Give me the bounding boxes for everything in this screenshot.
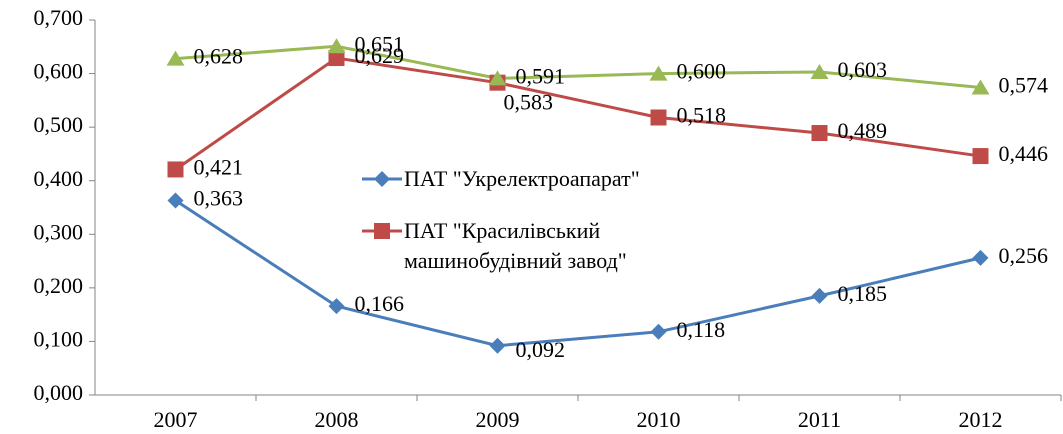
marker [972,148,989,165]
legend: ПАТ "Укрелектроапарат" ПАТ "Красилівський… [360,164,654,298]
x-tick-label: 2008 [315,407,359,432]
series-line [174,199,981,348]
marker [489,337,506,354]
marker [650,109,667,126]
legend-swatch [362,171,402,187]
legend-marker [374,171,390,187]
marker [488,70,507,86]
y-tick-label: 0,500 [34,112,84,137]
data-label: 0,489 [838,118,888,143]
y-tick-label: 0,000 [34,380,84,405]
y-tick-label: 0,400 [34,166,84,191]
legend-item: ПАТ "Красилівський машинобудівний завод" [360,216,654,276]
y-tick-label: 0,600 [34,59,84,84]
x-tick-label: 2010 [637,407,681,432]
marker [649,65,668,81]
marker [167,192,184,209]
data-label: 0,421 [194,155,244,180]
legend-label: ПАТ "Красилівський машинобудівний завод" [404,218,627,273]
marker [972,249,989,266]
marker [328,298,345,315]
marker [811,125,828,142]
legend-marker [374,223,390,239]
marker [650,323,667,340]
data-label: 0,363 [194,186,244,211]
data-label: 0,185 [838,281,888,306]
data-label: 0,166 [355,291,405,316]
marker [167,161,184,178]
marker [327,38,346,54]
x-tick-label: 2009 [476,407,520,432]
y-tick-label: 0,300 [34,219,84,244]
legend-swatch [362,223,402,239]
data-label: 0,603 [838,57,888,82]
y-tick-label: 0,200 [34,273,84,298]
data-label: 0,118 [677,317,726,342]
series-line [174,56,981,171]
data-label: 0,600 [677,59,727,84]
marker [166,50,185,66]
data-label: 0,446 [999,141,1049,166]
data-label: 0,256 [999,243,1049,268]
data-label: 0,092 [516,337,566,362]
data-label: 0,518 [677,103,727,128]
data-label: 0,591 [516,63,566,88]
data-label: 0,583 [504,90,554,115]
x-tick-label: 2011 [798,407,841,432]
y-tick-label: 0,100 [34,326,84,351]
marker [971,79,990,95]
marker [810,63,829,79]
data-label: 0,628 [194,44,244,69]
y-tick-label: 0,700 [34,5,84,30]
legend-label: ПАТ "Укрелектроапарат" [404,166,640,191]
legend-item: ПАТ "Укрелектроапарат" [360,164,654,194]
data-label: 0,651 [355,31,405,56]
marker [811,287,828,304]
x-tick-label: 2007 [154,407,198,432]
x-tick-label: 2012 [959,407,1003,432]
data-label: 0,629 [355,43,405,68]
series-line [175,44,981,89]
marker [328,50,345,67]
data-label: 0,574 [999,73,1049,98]
